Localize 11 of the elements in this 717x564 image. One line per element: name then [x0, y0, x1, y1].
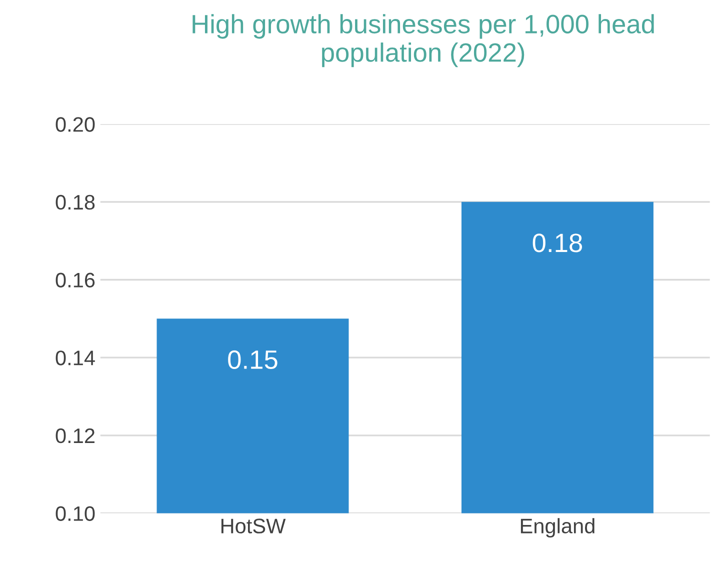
y-tick-label: 0.18 [56, 194, 95, 210]
data-label: 0.15 [228, 350, 278, 369]
y-tick-label: 0.12 [56, 428, 94, 444]
x-tick-label: England [520, 518, 594, 538]
y-tick-label: 0.10 [56, 506, 95, 521]
x-tick-label: HotSW [221, 518, 286, 534]
data-label: 0.18 [532, 234, 582, 252]
y-tick-label: 0.14 [56, 350, 95, 366]
chart-title: High growth businesses per 1,000 head population (2022) [192, 14, 654, 68]
y-tick-label: 0.16 [56, 272, 95, 288]
y-tick-label: 0.20 [56, 117, 95, 132]
